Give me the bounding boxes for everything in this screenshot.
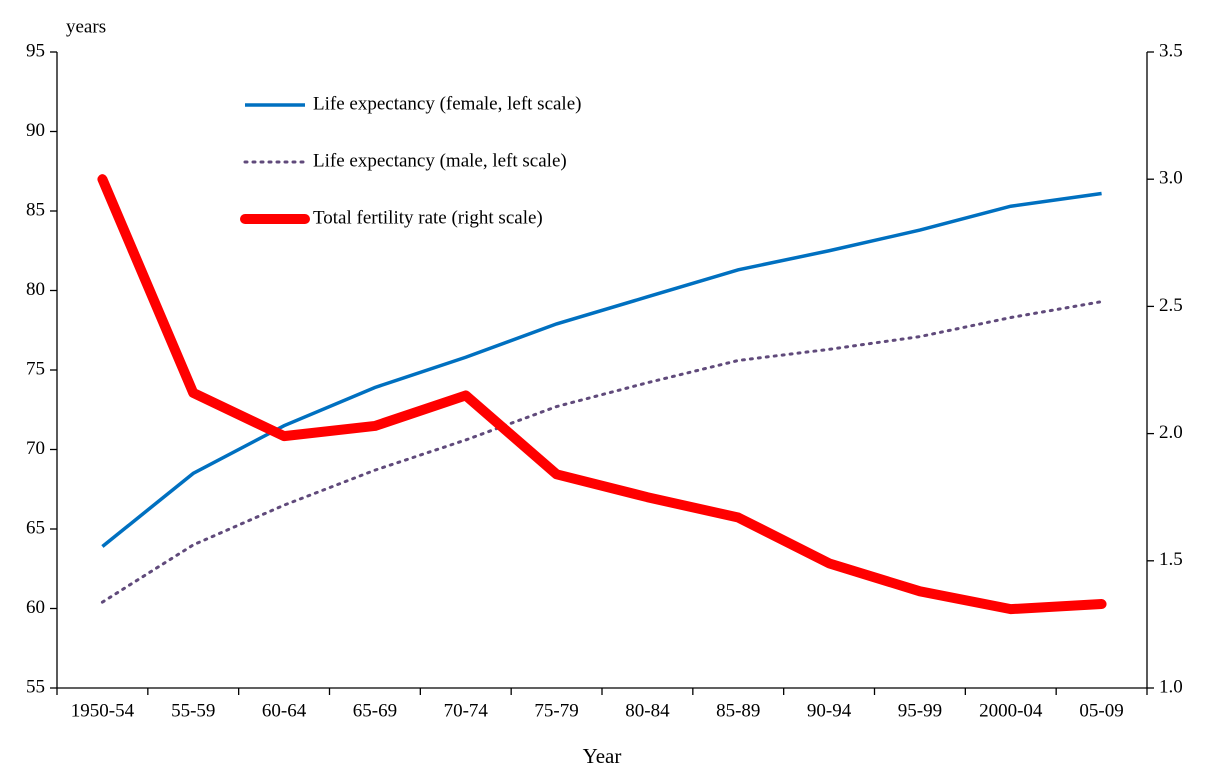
y-tick-label: 70 — [26, 438, 45, 459]
y-tick-label: 80 — [26, 279, 45, 300]
y2-tick-label: 1.0 — [1159, 676, 1183, 697]
x-tick-label: 65-69 — [353, 700, 397, 721]
x-tick-label: 1950-54 — [71, 700, 135, 721]
x-tick-label: 2000-04 — [979, 700, 1043, 721]
y-tick-label: 90 — [26, 120, 45, 141]
y2-tick-label: 3.0 — [1159, 168, 1183, 189]
y2-tick-label: 3.5 — [1159, 40, 1183, 61]
x-tick-label: 90-94 — [807, 700, 852, 721]
x-tick-label: 80-84 — [625, 700, 670, 721]
series-line — [100, 300, 1104, 604]
y2-tick-label: 2.5 — [1159, 295, 1183, 316]
x-tick-label: 60-64 — [262, 700, 307, 721]
legend-label: Total fertility rate (right scale) — [313, 207, 543, 228]
y-axis-label: years — [66, 16, 106, 37]
series-line — [97, 174, 1107, 615]
x-tick-label: 70-74 — [444, 700, 489, 721]
y2-tick-label: 2.0 — [1159, 422, 1183, 443]
legend-label: Life expectancy (male, left scale) — [313, 150, 567, 171]
legend-label: Life expectancy (female, left scale) — [313, 93, 581, 114]
y2-tick-label: 1.5 — [1159, 549, 1183, 570]
x-axis-label: Year — [583, 744, 622, 768]
series-line — [101, 191, 1102, 548]
y-tick-label: 60 — [26, 597, 45, 618]
x-tick-label: 75-79 — [534, 700, 578, 721]
y-tick-label: 55 — [26, 676, 45, 697]
y-tick-label: 75 — [26, 358, 45, 379]
y-tick-label: 85 — [26, 199, 45, 220]
y-tick-label: 95 — [26, 40, 45, 61]
x-tick-label: 85-89 — [716, 700, 760, 721]
y-tick-label: 65 — [26, 517, 45, 538]
x-tick-label: 55-59 — [171, 700, 215, 721]
x-tick-label: 05-09 — [1079, 700, 1123, 721]
x-tick-label: 95-99 — [898, 700, 942, 721]
